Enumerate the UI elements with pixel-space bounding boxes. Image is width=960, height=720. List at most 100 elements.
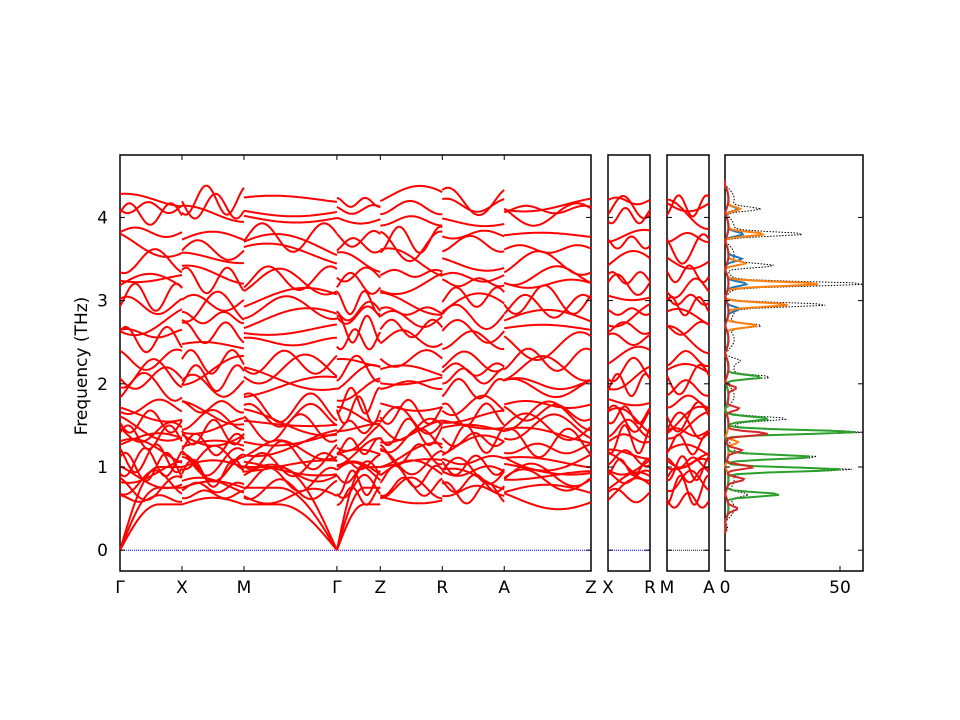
phonon-branch bbox=[607, 294, 651, 302]
phonon-branch bbox=[503, 492, 592, 511]
phonon-branch bbox=[666, 363, 710, 396]
phonon-branch bbox=[336, 453, 381, 471]
phonon-branch bbox=[380, 199, 443, 216]
phonon-branch bbox=[119, 366, 183, 390]
phonon-branch bbox=[503, 377, 592, 391]
phonon-branch bbox=[243, 459, 337, 473]
phonon-branch bbox=[243, 487, 338, 505]
x-tick-label: X bbox=[602, 578, 614, 598]
band-structure-main-panel: Γ X M Γ Z R A Z 0 1 2 3 4 bbox=[97, 154, 597, 598]
phonon-branch bbox=[442, 234, 505, 253]
phonon-branch bbox=[666, 452, 710, 471]
phonon-branch bbox=[607, 449, 651, 468]
acoustic-branch bbox=[119, 466, 182, 551]
phonon-branch bbox=[607, 418, 651, 438]
phonon-branch bbox=[379, 349, 443, 368]
phonon-branch bbox=[607, 206, 651, 225]
phonon-branch bbox=[336, 358, 381, 368]
phonon-branch bbox=[243, 242, 338, 265]
phonon-branch bbox=[335, 395, 382, 425]
phonon-branch bbox=[607, 356, 651, 383]
phonon-branch bbox=[442, 257, 505, 272]
plot-frame bbox=[666, 154, 710, 572]
phonon-branch bbox=[666, 405, 710, 435]
phonon-branch bbox=[504, 231, 592, 238]
x-tick-label: X bbox=[176, 578, 188, 598]
phonon-branch bbox=[504, 462, 592, 476]
phonon-branch bbox=[181, 230, 245, 241]
phonon-branch bbox=[666, 443, 710, 457]
phonon-branch bbox=[607, 250, 651, 267]
phonon-branch bbox=[607, 195, 651, 220]
phonon-branch bbox=[666, 469, 710, 493]
dos-curve bbox=[724, 180, 864, 534]
x-tick-label: R bbox=[644, 578, 656, 598]
phonon-branch bbox=[119, 226, 183, 238]
phonon-branch bbox=[119, 424, 183, 451]
phonon-branch bbox=[181, 418, 245, 446]
phonon-branch bbox=[666, 293, 710, 306]
phonon-branch bbox=[243, 222, 338, 253]
phonon-branch bbox=[441, 394, 505, 417]
x-tick-label: R bbox=[436, 578, 448, 598]
phonon-branch bbox=[666, 256, 710, 270]
phonon-branch bbox=[503, 468, 592, 492]
dos-x-tick-label: 50 bbox=[829, 578, 851, 598]
phonon-branch bbox=[442, 217, 505, 228]
phonon-branch bbox=[666, 320, 710, 336]
phonon-branch bbox=[380, 495, 443, 505]
phonon-branch bbox=[119, 409, 183, 434]
phonon-branch bbox=[441, 465, 505, 477]
phonon-branch bbox=[503, 278, 592, 289]
phonon-branch bbox=[607, 398, 651, 407]
acoustic-branch bbox=[243, 503, 338, 551]
x-tick-label: Γ bbox=[115, 578, 125, 598]
phonon-branch bbox=[503, 250, 592, 276]
phonon-branch bbox=[243, 265, 338, 292]
phonon-branch bbox=[504, 197, 592, 213]
phonon-branch bbox=[666, 325, 710, 355]
phonon-branch bbox=[666, 411, 710, 440]
phonon-branch bbox=[380, 476, 443, 500]
phonon-branch bbox=[667, 411, 710, 440]
phonon-branch bbox=[607, 235, 651, 250]
y-tick-label: 4 bbox=[97, 208, 108, 228]
phonon-branch bbox=[336, 230, 381, 248]
phonon-branch bbox=[379, 398, 444, 425]
phonon-branch bbox=[119, 447, 183, 478]
phonon-branch bbox=[666, 233, 710, 265]
phonon-branch bbox=[607, 471, 651, 490]
phonon-branch bbox=[336, 377, 381, 402]
x-tick-label: Z bbox=[585, 578, 597, 598]
phonon-branch bbox=[379, 225, 443, 254]
phonon-branch bbox=[379, 318, 444, 339]
phonon-branch bbox=[243, 392, 338, 424]
dos-curve bbox=[723, 180, 855, 534]
phonon-branch bbox=[243, 349, 338, 375]
phonon-branch bbox=[503, 293, 592, 319]
phonon-branch bbox=[243, 267, 338, 296]
phonon-branch bbox=[441, 481, 505, 505]
phonon-branch bbox=[607, 345, 651, 365]
phonon-branch bbox=[442, 197, 505, 213]
phonon-branch bbox=[243, 307, 338, 330]
phonon-branch bbox=[441, 318, 505, 344]
phonon-branch bbox=[119, 295, 183, 316]
phonon-branch bbox=[379, 306, 443, 316]
phonon-branch bbox=[336, 237, 381, 254]
phonon-branch bbox=[243, 402, 338, 428]
phonon-branch bbox=[181, 364, 245, 392]
phonon-branch bbox=[336, 196, 381, 208]
phonon-branch bbox=[181, 184, 245, 216]
phonon-branch bbox=[607, 196, 651, 206]
phonon-branch bbox=[181, 266, 245, 295]
phonon-branch bbox=[666, 296, 710, 317]
phonon-branch bbox=[181, 239, 245, 261]
phonon-branch bbox=[666, 350, 710, 367]
phonon-branch bbox=[380, 247, 443, 277]
acoustic-branch bbox=[243, 486, 338, 551]
phonon-branch bbox=[243, 194, 338, 203]
